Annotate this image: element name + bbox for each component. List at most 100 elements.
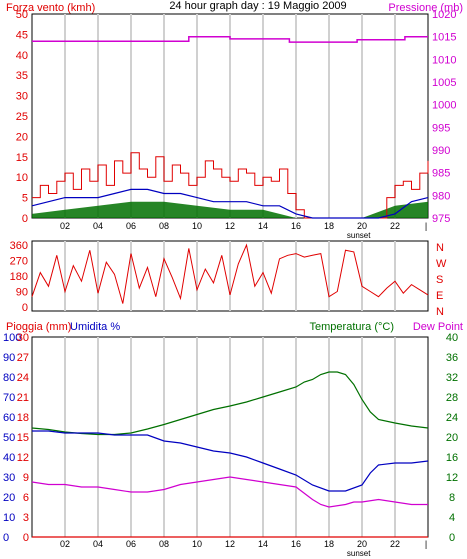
wind-tick-label: 50 <box>16 9 28 21</box>
compass-letter: S <box>436 274 443 286</box>
temperature-tick-label: 4 <box>449 512 455 524</box>
wind-tick-label: 0 <box>22 213 28 225</box>
temperature-axis-ticks: 0 4 8 12 16 20 24 28 32 36 40 <box>446 332 458 544</box>
temperature-tick-label: 0 <box>449 532 455 544</box>
end-tick: | <box>425 539 427 549</box>
wind-series <box>31 152 429 219</box>
hour-tick-label: 18 <box>324 539 334 549</box>
humidity-tick-label: 60 <box>3 412 15 424</box>
hour-tick-label: 18 <box>324 221 334 231</box>
direction-tick-label: 360 <box>10 240 28 252</box>
humidity-tick-label: 80 <box>3 372 15 384</box>
compass-letter: N <box>436 306 444 318</box>
humidity-line <box>32 430 429 492</box>
wind-tick-label: 20 <box>16 131 28 143</box>
pressure-tick-label: 980 <box>432 190 450 202</box>
humidity-tick-label: 70 <box>3 392 15 404</box>
dewpoint-line <box>31 476 428 508</box>
wind-tick-label: 30 <box>16 91 28 103</box>
pressure-tick-label: 995 <box>432 122 450 134</box>
hour-tick-label: 02 <box>60 539 70 549</box>
pressure-tick-label: 1015 <box>432 32 456 44</box>
wind-tick-label: 15 <box>16 152 28 164</box>
wind-time-axis: 02 04 06 08 10 12 14 16 18 20 22 sunset | <box>60 221 427 240</box>
temp-panel-grid <box>64 337 396 537</box>
hour-tick-label: 16 <box>291 221 301 231</box>
hour-tick-label: 12 <box>225 539 235 549</box>
wind-min-area <box>32 201 428 218</box>
direction-tick-label: 0 <box>22 302 28 314</box>
hour-tick-label: 04 <box>93 221 103 231</box>
sunset-label: sunset <box>347 231 371 240</box>
humidity-tick-label: 40 <box>3 452 15 464</box>
end-tick: | <box>425 221 427 231</box>
wind-tick-label: 35 <box>16 70 28 82</box>
hour-tick-label: 02 <box>60 221 70 231</box>
wind-panel-grid <box>64 14 396 218</box>
temperature-tick-label: 36 <box>446 352 458 364</box>
pressure-tick-label: 990 <box>432 145 450 157</box>
hour-tick-label: 20 <box>357 539 367 549</box>
hour-tick-label: 10 <box>192 221 202 231</box>
wind-tick-label: 40 <box>16 50 28 62</box>
hour-tick-label: 12 <box>225 221 235 231</box>
rain-tick-label: 18 <box>17 412 29 424</box>
temperature-tick-label: 40 <box>446 332 458 344</box>
rain-tick-label: 6 <box>23 492 29 504</box>
temperature-tick-label: 16 <box>446 452 458 464</box>
rain-axis-title: Pioggia (mm) <box>6 321 71 333</box>
wind-direction-line <box>31 243 429 304</box>
compass-letter: W <box>436 258 447 270</box>
humidity-tick-label: 10 <box>3 512 15 524</box>
humidity-tick-label: 20 <box>3 492 15 504</box>
rain-tick-label: 15 <box>17 432 29 444</box>
hour-tick-label: 20 <box>357 221 367 231</box>
hour-tick-label: 22 <box>390 221 400 231</box>
pressure-tick-label: 1005 <box>432 77 456 89</box>
pressure-tick-label: 1000 <box>432 100 456 112</box>
rain-tick-label: 30 <box>17 332 29 344</box>
wind-avg-line <box>31 188 429 219</box>
wind-tick-label: 5 <box>22 193 28 205</box>
humidity-axis-title: Umidita % <box>70 321 120 333</box>
temp-time-axis: 02 04 06 08 10 12 14 16 18 20 22 sunset | <box>60 539 427 558</box>
temperature-tick-label: 32 <box>446 372 458 384</box>
humidity-tick-label: 0 <box>3 532 9 544</box>
wind-tick-label: 45 <box>16 29 28 41</box>
direction-axis-ticks: 0 90 180 270 360 <box>10 240 28 314</box>
hour-tick-label: 14 <box>258 539 268 549</box>
direction-tick-label: 180 <box>10 271 28 283</box>
rain-tick-label: 3 <box>23 512 29 524</box>
chart-title: 24 hour graph day : 19 Maggio 2009 <box>169 0 346 12</box>
hour-tick-label: 06 <box>126 539 136 549</box>
humidity-tick-label: 50 <box>3 432 15 444</box>
hour-tick-label: 06 <box>126 221 136 231</box>
rain-tick-label: 12 <box>17 452 29 464</box>
wind-tick-label: 25 <box>16 111 28 123</box>
dewpoint-axis-title: Dew Point <box>413 321 463 333</box>
humidity-axis-ticks: 0 10 20 30 40 50 60 70 80 90 100 <box>3 332 21 544</box>
pressure-line <box>32 35 428 43</box>
hour-tick-label: 04 <box>93 539 103 549</box>
hour-tick-label: 14 <box>258 221 268 231</box>
wind-axis-title: Forza vento (kmh) <box>6 2 95 14</box>
compass-letter: E <box>436 290 443 302</box>
rain-axis-ticks: 0 3 6 9 12 15 18 21 24 27 30 <box>17 332 29 544</box>
rain-tick-label: 0 <box>23 532 29 544</box>
hour-tick-label: 16 <box>291 539 301 549</box>
temperature-tick-label: 28 <box>446 392 458 404</box>
rain-tick-label: 21 <box>17 392 29 404</box>
temperature-tick-label: 20 <box>446 432 458 444</box>
pressure-tick-label: 975 <box>432 213 450 225</box>
humidity-tick-label: 90 <box>3 352 15 364</box>
pressure-tick-label: 1010 <box>432 54 456 66</box>
wind-axis-ticks: 0 5 10 15 20 25 30 35 40 45 50 <box>16 9 28 225</box>
pressure-tick-label: 1020 <box>432 9 456 21</box>
pressure-axis-ticks: 975 980 985 990 995 1000 1005 1010 1015 1020 <box>432 9 456 225</box>
direction-panel-grid <box>64 241 396 311</box>
direction-tick-label: 270 <box>10 256 28 268</box>
rain-tick-label: 24 <box>17 372 29 384</box>
wind-tick-label: 10 <box>16 172 28 184</box>
